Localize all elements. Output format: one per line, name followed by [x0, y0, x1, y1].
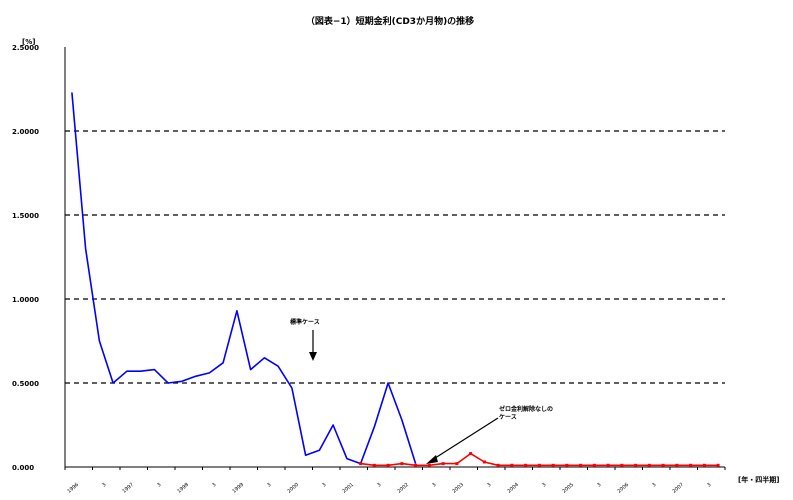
series-lines: [71, 92, 720, 467]
data-point: [372, 463, 376, 467]
data-point: [702, 463, 706, 467]
x-tick-label: 1996: [66, 482, 80, 495]
data-point: [647, 463, 651, 467]
data-point: [537, 463, 541, 467]
data-point: [455, 462, 459, 466]
x-tick-label: 2001: [341, 482, 355, 495]
x-tick-label: 1998: [176, 482, 190, 495]
data-point: [524, 463, 528, 467]
x-unit-label: [年・四半期]: [738, 475, 779, 484]
data-point: [510, 463, 514, 467]
chart-title: （図表−1）短期金利(CD3か月物)の推移: [306, 15, 474, 27]
data-point: [386, 463, 390, 467]
data-point: [592, 463, 596, 467]
data-point: [359, 462, 363, 466]
data-point: [634, 463, 638, 467]
x-tick-label: 2004: [506, 482, 520, 495]
y-unit-label: [%]: [22, 38, 35, 46]
y-tick-label: 0.000: [12, 464, 34, 472]
x-tick-label: 3: [596, 482, 602, 489]
x-tick-label: 3: [101, 482, 107, 489]
y-tick-label: 1.0000: [12, 296, 39, 304]
y-tick-label: 2.5000: [12, 44, 39, 52]
data-point: [579, 463, 583, 467]
data-point: [551, 463, 555, 467]
data-point: [606, 463, 610, 467]
y-tick-label: 1.5000: [12, 212, 39, 220]
x-tick-label: 3: [486, 482, 492, 489]
y-tick-label: 0.5000: [12, 380, 39, 388]
x-tick-label: 1997: [121, 482, 135, 495]
x-tick-label: 1999: [231, 482, 245, 495]
x-tick-label: 3: [266, 482, 272, 489]
x-tick-label: 3: [376, 482, 382, 489]
x-tick-label: 2005: [561, 482, 575, 495]
data-point: [565, 463, 569, 467]
data-point: [441, 462, 445, 466]
data-point: [414, 463, 418, 467]
data-point: [400, 462, 404, 466]
x-tick-label: 3: [706, 482, 712, 489]
gridlines: [65, 130, 725, 384]
x-tick-label: 3: [211, 482, 217, 489]
arrow-head: [309, 352, 317, 361]
arrow-head: [426, 455, 438, 464]
series-line-1: [71, 92, 417, 465]
x-tick-label: 3: [541, 482, 547, 489]
x-tick-label: 3: [431, 482, 437, 489]
data-point: [469, 452, 473, 456]
x-tick-label: 3: [156, 482, 162, 489]
data-point: [675, 463, 679, 467]
data-point: [689, 463, 693, 467]
data-point: [482, 460, 486, 464]
data-point: [661, 463, 665, 467]
annotation-line: ケース: [499, 414, 517, 421]
axes: [64, 47, 726, 470]
x-tick-labels: 1996 3 1997 3 1998 3 1999 3 2000 3 2001 3 2002 3 2003 3…: [66, 482, 712, 495]
x-tick-label: 2002: [396, 482, 410, 495]
data-point: [496, 463, 500, 467]
x-tick-label: 3: [321, 482, 327, 489]
y-tick-label: 2.0000: [12, 128, 39, 136]
y-tick-labels: 0.000 0.5000 1.0000 1.5000 2.0000 2.5000: [12, 44, 39, 472]
x-tick-label: 2006: [616, 482, 630, 495]
annotation-arrow: [431, 417, 499, 461]
data-point: [620, 463, 624, 467]
annotation-label: 標準ケース: [290, 318, 320, 326]
annotation-line: ゼロ金利解除なしの: [499, 405, 553, 413]
x-tick-label: 2007: [671, 482, 685, 495]
annotation-label: ゼロ金利解除なしのケース: [499, 405, 553, 421]
data-point: [427, 463, 431, 467]
x-tick-label: 2003: [451, 482, 465, 495]
x-tick-label: 3: [651, 482, 657, 489]
data-point: [716, 463, 720, 467]
x-tick-label: 2000: [286, 482, 300, 495]
